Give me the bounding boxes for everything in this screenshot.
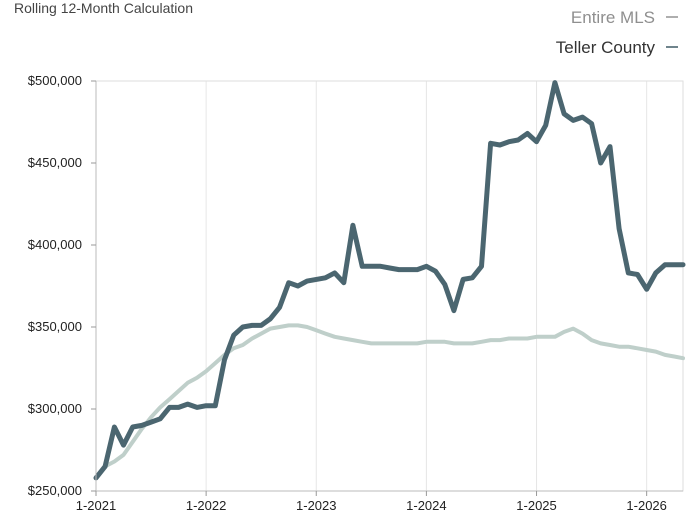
y-tick-label: $300,000 xyxy=(28,401,82,416)
series-layer xyxy=(93,80,686,481)
legend-label-entire-mls: Entire MLS xyxy=(571,8,655,27)
x-tick-label: 1-2022 xyxy=(186,498,226,513)
y-tick-label: $500,000 xyxy=(28,73,82,88)
legend: Entire MLS Teller County xyxy=(556,8,678,57)
x-tick-label: 1-2021 xyxy=(76,498,116,513)
y-tick-label: $400,000 xyxy=(28,237,82,252)
x-tick-label: 1-2025 xyxy=(516,498,556,513)
y-tick-label: $350,000 xyxy=(28,319,82,334)
vertical-grid xyxy=(95,81,648,491)
x-tick-label: 1-2024 xyxy=(406,498,446,513)
series-line-entire-mls xyxy=(94,323,685,480)
x-tick-label: 1-2026 xyxy=(626,498,666,513)
legend-label-teller-county: Teller County xyxy=(556,38,656,57)
x-tick-label: 1-2023 xyxy=(296,498,336,513)
y-tick-label: $450,000 xyxy=(28,155,82,170)
y-tick-label: $250,000 xyxy=(28,483,82,498)
series-line-teller-county xyxy=(93,80,686,481)
axes: $250,000 $300,000 $350,000 $400,000 $450,000… xyxy=(28,73,683,513)
chart-title: Rolling 12-Month Calculation xyxy=(14,0,193,16)
